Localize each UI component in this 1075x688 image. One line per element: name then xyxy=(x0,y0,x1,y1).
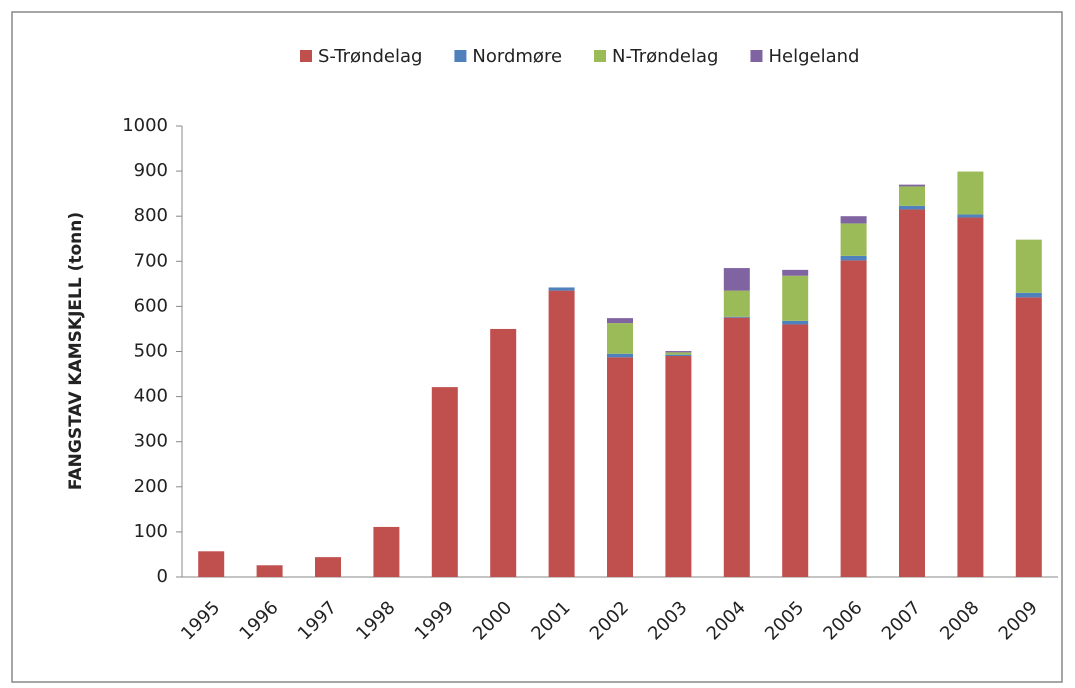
bar-segment xyxy=(490,328,517,577)
legend-swatch xyxy=(300,50,312,62)
y-tick-label: 100 xyxy=(134,521,168,542)
y-tick-label: 500 xyxy=(134,341,168,362)
bar-segment xyxy=(665,354,692,357)
y-tick-label: 600 xyxy=(134,295,168,316)
y-tick-label: 1000 xyxy=(122,115,168,136)
bar-segment xyxy=(1015,297,1042,577)
y-tick-label: 0 xyxy=(157,566,168,587)
bar-segment xyxy=(607,323,633,354)
legend-label: S-Trøndelag xyxy=(318,46,422,67)
legend-label: Helgeland xyxy=(768,46,859,67)
bar-segment xyxy=(1015,239,1042,293)
bar-segment xyxy=(899,186,925,206)
bar-segment xyxy=(840,260,867,577)
y-tick-label: 400 xyxy=(134,386,168,407)
bar-segment xyxy=(665,356,692,577)
bar-segment xyxy=(840,223,867,256)
bar-segment xyxy=(373,526,400,577)
y-tick-label: 300 xyxy=(134,431,168,452)
y-axis-label: FANGSTAV KAMSKJELL (tonn) xyxy=(66,212,86,490)
bar-segment xyxy=(431,387,458,577)
bar-segment xyxy=(899,209,925,577)
chart-frame xyxy=(11,11,1063,683)
bar-segment xyxy=(548,290,575,577)
bar-segment xyxy=(782,324,809,577)
bar-segment xyxy=(957,217,984,578)
bar-segment xyxy=(256,565,283,577)
legend-swatch xyxy=(750,50,763,62)
bar-segment xyxy=(607,353,633,358)
bar-segment xyxy=(665,352,692,355)
legend-label: Nordmøre xyxy=(472,46,562,67)
bar-segment xyxy=(840,216,867,224)
y-tick-label: 700 xyxy=(134,250,168,271)
bar-segment xyxy=(1015,292,1042,298)
bar-segment xyxy=(315,557,341,577)
legend-label: N-Trøndelag xyxy=(612,46,718,67)
y-tick-label: 800 xyxy=(134,205,168,226)
y-tick-label: 200 xyxy=(134,476,168,497)
bar-segment xyxy=(723,268,750,291)
bar-segment xyxy=(607,357,633,577)
legend-swatch xyxy=(594,50,607,62)
bar-segment xyxy=(548,287,575,291)
bar-segment xyxy=(665,351,692,353)
bar-segment xyxy=(723,317,750,577)
bar-segment xyxy=(723,316,750,318)
bar-segment xyxy=(782,320,809,325)
bar-segment xyxy=(782,275,809,321)
bar-segment xyxy=(198,551,225,577)
bar-segment xyxy=(840,255,867,261)
bar-segment xyxy=(957,171,984,215)
bar-segment xyxy=(899,184,925,187)
bar-segment xyxy=(957,214,984,218)
y-tick-label: 900 xyxy=(134,160,168,181)
bar-segment xyxy=(899,205,925,210)
legend-swatch xyxy=(454,50,467,62)
bar-segment xyxy=(723,290,750,317)
bar-segment xyxy=(782,269,809,276)
bar-segment xyxy=(607,318,633,324)
